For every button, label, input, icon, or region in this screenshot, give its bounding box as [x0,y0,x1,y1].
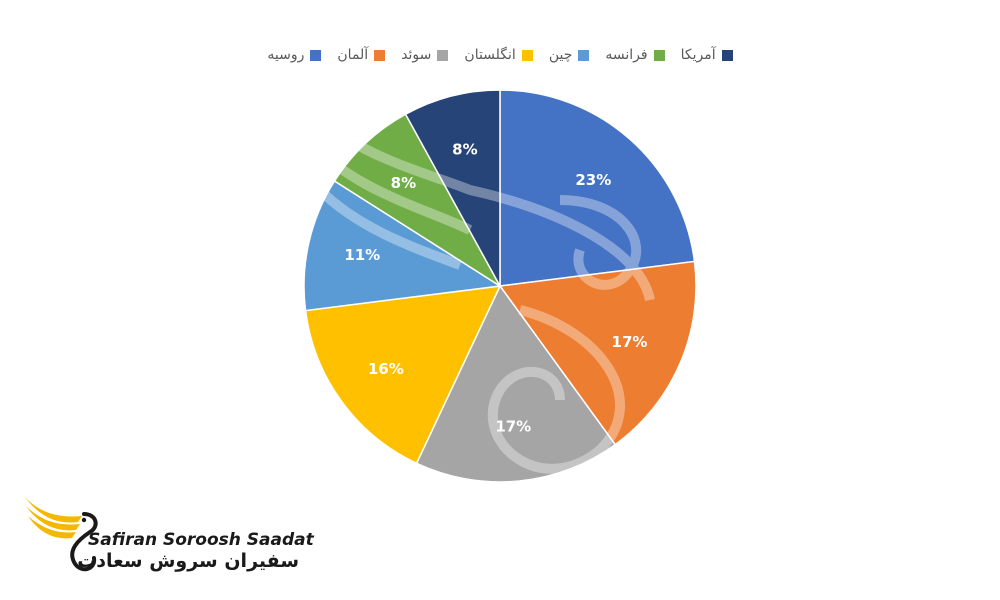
swan-watermark-icon [295,87,655,474]
legend-swatch [578,49,590,61]
pie-slice-label: 16% [368,360,404,378]
legend-swatch [653,49,665,61]
legend-swatch [374,49,386,61]
legend-items: روسیه آلمان سوئد انگلستان چین فرانسه آمریکا [267,47,733,63]
legend-label: آلمان [337,47,369,63]
pie-slice [303,179,503,312]
pie-slice [498,260,697,446]
legend-swatch [310,49,322,61]
pie-slice-label: 8% [452,140,477,158]
legend-label: فرانسه [605,47,648,63]
brand-name-english: Safiran Soroosh Saadat [88,530,314,550]
brand-name-persian: سفیران سروش سعادت [77,550,299,572]
pie-slices [303,89,697,483]
pie-slice-labels: 23% 17% 17% 16% 11% 8% 8% [344,140,647,435]
pie-slice-label: 17% [495,417,531,435]
legend-item: آلمان [337,47,386,63]
legend-item: روسیه [267,47,322,63]
legend-item: سوئد [401,47,449,63]
pie-slice-label: 17% [612,333,648,351]
legend-label: آمریکا [680,47,716,63]
legend-swatch [721,49,733,61]
pie-slice [333,113,501,287]
brand-logo: Safiran Soroosh Saadat سفیران سروش سعادت [20,492,314,587]
pie-slice [499,89,696,287]
legend-item: آمریکا [681,47,733,63]
legend-label: چین [548,47,573,63]
legend-item: انگلستان [464,47,533,63]
pie-slice-label: 11% [344,246,380,264]
legend-label: روسیه [267,47,305,63]
chart-legend: روسیه آلمان سوئد انگلستان چین فرانسه آمریکا [0,42,1000,68]
legend-label: انگلستان [464,47,516,63]
legend-item: فرانسه [605,47,665,63]
pie-slice [304,285,502,465]
legend-label: سوئد [401,47,432,63]
pie-slice [415,284,617,483]
legend-item: چین [549,47,590,63]
pie-slice [404,89,501,287]
swan-wing-icon [24,496,98,572]
legend-swatch [521,49,533,61]
pie-slice-label: 23% [575,171,611,189]
pie-slice-label: 8% [391,174,416,192]
legend-swatch [437,49,449,61]
